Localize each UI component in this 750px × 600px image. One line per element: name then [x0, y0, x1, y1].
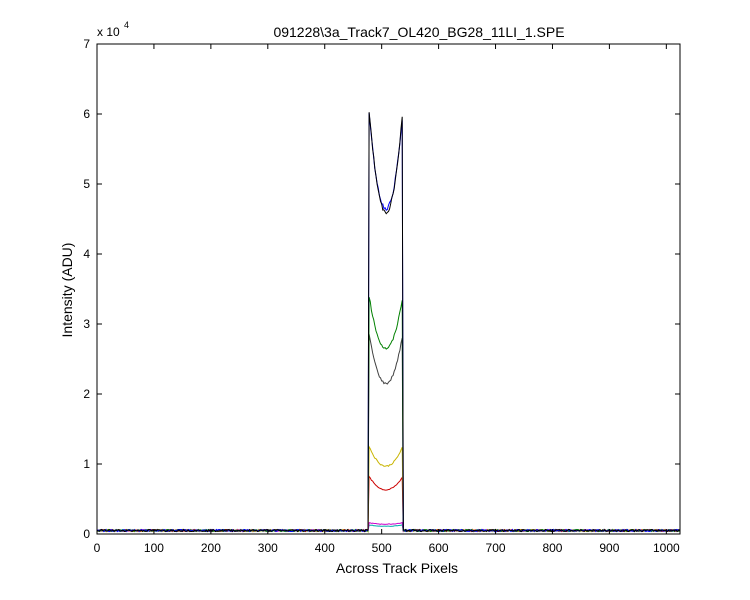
x-axis-label: Across Track Pixels [336, 560, 458, 576]
x-tick-label: 1000 [653, 541, 680, 555]
x-tick-label: 500 [372, 541, 392, 555]
x-tick-label: 900 [599, 541, 619, 555]
y-axis-label: Intensity (ADU) [59, 243, 75, 338]
x-axis-ticks: 0 100 200 300 400 500 600 700 800 900 1000 [94, 44, 680, 555]
y-exponent-power: 4 [124, 20, 129, 30]
y-tick-label: 1 [83, 457, 90, 471]
x-tick-label: 100 [144, 541, 164, 555]
y-tick-label: 4 [83, 247, 90, 261]
series-line [96, 112, 681, 533]
y-tick-label: 3 [83, 317, 90, 331]
y-tick-label: 6 [83, 107, 90, 121]
x-tick-label: 0 [94, 541, 101, 555]
x-tick-label: 200 [201, 541, 221, 555]
plot-area [96, 43, 681, 535]
x-tick-label: 700 [486, 541, 506, 555]
y-tick-label: 7 [83, 37, 90, 51]
chart-title: 091228\3a_Track7_OL420_BG28_11LI_1.SPE [273, 24, 564, 40]
y-axis-ticks: 0 1 2 3 4 5 6 7 [83, 37, 680, 541]
series-layer [96, 112, 681, 534]
plot-background [97, 44, 680, 534]
x-tick-label: 800 [542, 541, 562, 555]
y-tick-label: 2 [83, 387, 90, 401]
y-tick-label: 0 [83, 527, 90, 541]
x-tick-label: 400 [315, 541, 335, 555]
plot-frame [96, 43, 681, 535]
y-exponent-base: x 10 [97, 25, 120, 39]
y-tick-label: 5 [83, 177, 90, 191]
x-tick-label: 300 [258, 541, 278, 555]
x-tick-label: 600 [429, 541, 449, 555]
